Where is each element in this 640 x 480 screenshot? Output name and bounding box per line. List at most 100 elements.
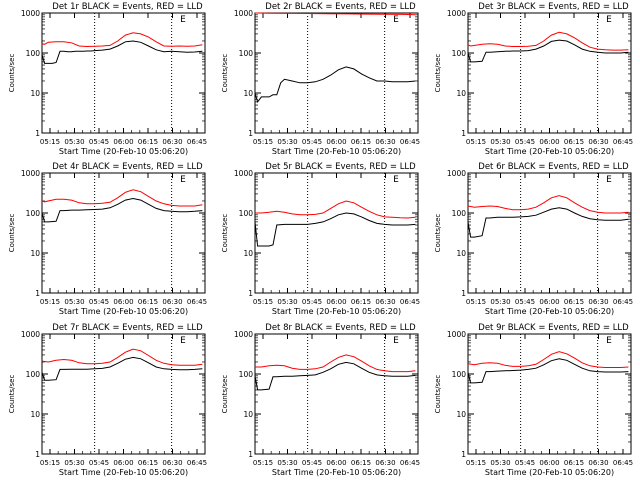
x-tick-label: 05:30 (490, 298, 510, 306)
x-tick-label: 05:30 (277, 298, 297, 306)
detector-panel-4: Det 4r BLACK = Events, RED = LLD Counts/s… (8, 162, 207, 316)
x-tick-label: 05:15 (253, 459, 273, 467)
event-marker: E (606, 336, 612, 346)
plot-frame (467, 333, 632, 455)
x-tick-label: 06:45 (187, 459, 207, 467)
event-rate-line (254, 66, 416, 103)
x-tick-label: 05:15 (253, 298, 273, 306)
x-tick-label: 06:00 (539, 298, 559, 306)
y-axis-label: Counts/sec (434, 54, 442, 93)
y-tick-label: 10 (243, 89, 253, 98)
detector-panel-9: Det 9r BLACK = Events, RED = LLD Counts/s… (434, 323, 633, 477)
y-tick-label: 100 (26, 370, 41, 379)
plot-frame (254, 333, 419, 455)
x-tick-label: 06:45 (400, 298, 420, 306)
x-axis-label: Start Time (20-Feb-10 05:06:20) (59, 307, 188, 316)
y-tick-label: 10 (30, 249, 40, 258)
panel-title: Det 8r BLACK = Events, RED = LLD (265, 323, 416, 333)
y-tick-label: 10 (243, 410, 253, 419)
x-tick-label: 05:15 (40, 459, 60, 467)
x-tick-label: 06:15 (138, 459, 158, 467)
event-rate-line (254, 212, 416, 247)
y-tick-label: 100 (239, 370, 254, 379)
x-tick-label: 06:00 (326, 298, 346, 306)
x-tick-label: 06:30 (588, 138, 608, 146)
y-tick-label: 1000 (21, 169, 40, 178)
x-tick-label: 06:00 (539, 138, 559, 146)
y-tick-label: 1000 (447, 330, 466, 339)
x-tick-label: 06:00 (113, 138, 133, 146)
x-tick-label: 06:15 (138, 138, 158, 146)
y-tick-label: 1000 (234, 330, 253, 339)
lld-rate-line (467, 351, 629, 368)
x-tick-label: 05:45 (89, 298, 109, 306)
lld-rate-line (41, 348, 203, 366)
x-tick-label: 05:15 (40, 298, 60, 306)
x-tick-label: 06:30 (588, 459, 608, 467)
x-tick-label: 06:45 (613, 138, 633, 146)
y-tick-label: 100 (26, 49, 41, 58)
y-tick-label: 1 (248, 289, 253, 298)
y-tick-label: 1 (248, 450, 253, 459)
x-tick-label: 05:45 (515, 138, 535, 146)
x-tick-label: 05:15 (466, 138, 486, 146)
detector-panel-8: Det 8r BLACK = Events, RED = LLD Counts/s… (221, 323, 420, 477)
x-tick-label: 06:00 (113, 298, 133, 306)
x-axis-label: Start Time (20-Feb-10 05:06:20) (59, 468, 188, 477)
plot-frame (41, 12, 206, 134)
panel-title: Det 3r BLACK = Events, RED = LLD (478, 2, 629, 12)
detector-panel-7: Det 7r BLACK = Events, RED = LLD Counts/s… (8, 323, 207, 477)
x-tick-label: 06:15 (138, 298, 158, 306)
x-tick-label: 05:45 (515, 459, 535, 467)
event-rate-line (41, 40, 203, 64)
lld-rate-line (255, 200, 416, 219)
y-axis-label: Counts/sec (221, 54, 229, 93)
y-tick-label: 100 (239, 209, 254, 218)
y-tick-label: 1000 (447, 169, 466, 178)
x-tick-label: 06:30 (162, 298, 182, 306)
x-axis-label: Start Time (20-Feb-10 05:06:20) (272, 307, 401, 316)
x-tick-label: 05:45 (89, 459, 109, 467)
x-tick-label: 05:45 (515, 298, 535, 306)
y-axis-label: Counts/sec (8, 375, 16, 414)
x-axis-label: Start Time (20-Feb-10 05:06:20) (485, 307, 614, 316)
lld-rate-line (467, 31, 629, 51)
event-rate-line (467, 207, 629, 238)
x-tick-label: 06:15 (564, 298, 584, 306)
y-axis-label: Counts/sec (221, 214, 229, 253)
lld-rate-line (467, 195, 629, 214)
y-tick-label: 1 (35, 289, 40, 298)
y-tick-label: 10 (243, 249, 253, 258)
event-rate-line (467, 358, 629, 384)
x-axis-label: Start Time (20-Feb-10 05:06:20) (485, 468, 614, 477)
x-tick-label: 06:15 (564, 138, 584, 146)
event-marker: E (180, 15, 186, 25)
event-rate-line (41, 356, 203, 381)
y-tick-label: 10 (456, 249, 466, 258)
y-axis-label: Counts/sec (8, 54, 16, 93)
detector-panel-5: Det 5r BLACK = Events, RED = LLD Counts/s… (221, 162, 420, 316)
y-tick-label: 1 (461, 450, 466, 459)
lld-rate-line (41, 189, 203, 207)
panel-title: Det 5r BLACK = Events, RED = LLD (265, 162, 416, 172)
y-tick-label: 100 (26, 209, 41, 218)
x-tick-label: 06:30 (162, 459, 182, 467)
event-rate-line (467, 39, 629, 63)
panel-title: Det 1r BLACK = Events, RED = LLD (52, 2, 203, 12)
y-tick-label: 1000 (234, 9, 253, 18)
x-tick-label: 05:45 (302, 138, 322, 146)
y-tick-label: 100 (452, 49, 467, 58)
event-marker: E (180, 336, 186, 346)
y-tick-label: 1 (461, 129, 466, 138)
event-marker: E (180, 175, 186, 185)
x-tick-label: 05:30 (64, 459, 84, 467)
y-axis-label: Counts/sec (434, 375, 442, 414)
y-tick-label: 10 (30, 410, 40, 419)
x-tick-label: 05:45 (302, 298, 322, 306)
x-axis-label: Start Time (20-Feb-10 05:06:20) (59, 147, 188, 156)
x-tick-label: 05:15 (466, 459, 486, 467)
x-tick-label: 05:30 (277, 459, 297, 467)
x-tick-label: 05:45 (302, 459, 322, 467)
event-rate-line (41, 197, 203, 223)
